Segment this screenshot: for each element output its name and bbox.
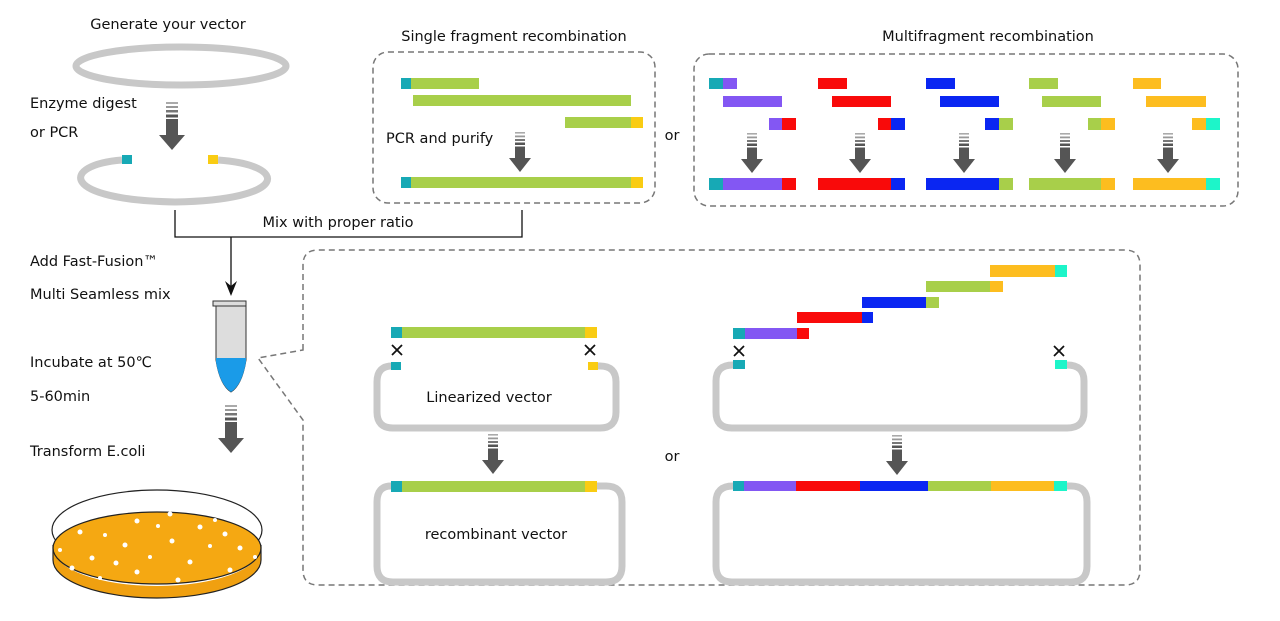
petri-dish-icon <box>51 489 263 599</box>
x-mark-icon <box>584 344 596 356</box>
add-mix-label-2: Multi Seamless mix <box>30 287 171 303</box>
process-arrow-icon <box>886 435 908 475</box>
process-arrow-icon <box>1054 133 1076 173</box>
x-mark-icon <box>1053 345 1065 357</box>
mix-bracket <box>174 210 523 296</box>
linearized-vector <box>373 362 620 432</box>
tube-icon <box>212 300 247 393</box>
detail-box <box>256 249 1141 586</box>
incubate-label-2: 5-60min <box>30 389 90 405</box>
process-arrow-icon <box>849 133 871 173</box>
fragment-2 <box>818 78 905 190</box>
single-insert <box>391 327 597 338</box>
fragment-3 <box>926 78 1013 190</box>
or-label: or <box>665 128 680 144</box>
or-label: or <box>665 449 680 465</box>
linearized-vector-label: Linearized vector <box>426 390 551 406</box>
multifragment-title: Multifragment recombination <box>882 29 1094 45</box>
circular-vector <box>72 43 290 89</box>
single-fragment-box <box>372 51 656 204</box>
or-pcr-label: or PCR <box>30 125 78 141</box>
incubate-label-1: Incubate at 50℃ <box>30 355 152 371</box>
process-arrow-icon <box>1157 133 1179 173</box>
multi-fragments <box>733 265 1067 339</box>
fragment-5 <box>1133 78 1220 190</box>
multi-recombinant-vector <box>712 481 1091 586</box>
enzyme-digest-label: Enzyme digest <box>30 96 137 112</box>
single-fragment-title: Single fragment recombination <box>401 29 627 45</box>
linearized-vector-ellipse <box>77 155 271 206</box>
multi-linearized-vector <box>712 360 1088 432</box>
recombinant-vector-label: recombinant vector <box>425 527 567 543</box>
generate-vector-label: Generate your vector <box>90 17 246 33</box>
single-recombinant-vector <box>373 481 626 586</box>
x-mark-icon <box>391 344 403 356</box>
single-fragment-primers <box>401 78 643 128</box>
multifragment-box <box>693 53 1239 207</box>
x-mark-icon <box>733 345 745 357</box>
mix-ratio-label: Mix with proper ratio <box>263 215 414 231</box>
process-arrow-icon <box>218 405 244 453</box>
fragment-4 <box>1029 78 1115 190</box>
add-mix-label-1: Add Fast-Fusion™ <box>30 254 158 270</box>
transform-label: Transform E.coli <box>29 444 145 460</box>
single-fragment-product <box>401 177 643 188</box>
process-arrow-icon <box>953 133 975 173</box>
process-arrow-icon <box>509 132 531 172</box>
pcr-purify-label: PCR and purify <box>386 131 494 147</box>
fragment-1 <box>709 78 796 190</box>
process-arrow-icon <box>741 133 763 173</box>
process-arrow-icon <box>159 102 185 150</box>
process-arrow-icon <box>482 434 504 474</box>
